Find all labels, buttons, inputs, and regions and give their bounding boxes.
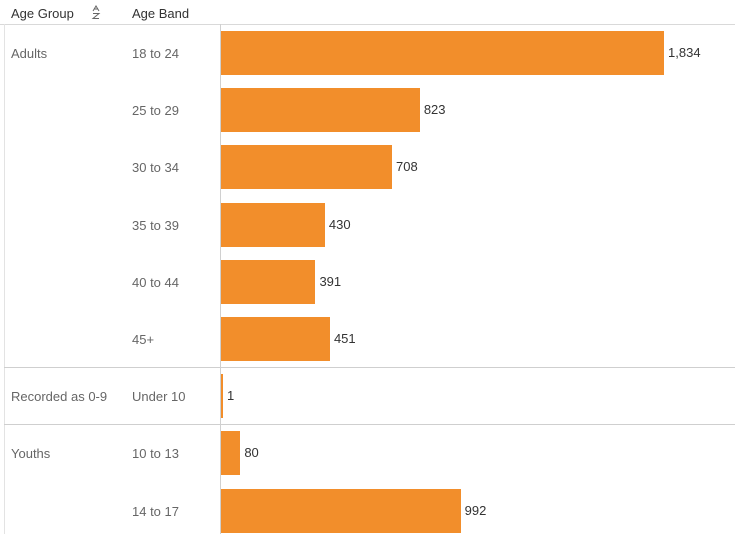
age-band-header[interactable]: Age Band [132,6,190,21]
bar[interactable] [221,317,330,361]
group-label[interactable]: Youths [11,446,51,462]
band-label[interactable]: Under 10 [132,389,186,405]
bar[interactable] [221,259,316,304]
band-label[interactable]: 18 to 24 [132,46,179,61]
bar[interactable] [221,431,241,476]
data-label: 451 [333,331,356,346]
band-label[interactable]: 14 to 17 [132,503,179,519]
bar[interactable] [221,88,420,133]
bar[interactable] [221,374,223,419]
bar[interactable] [221,488,461,533]
age-group-header[interactable]: Age Group [11,6,74,21]
left-border [4,24,5,534]
data-label: 708 [396,159,418,175]
axis-line [220,24,221,534]
data-label: 1,834 [668,45,701,60]
data-label: 80 [244,445,259,461]
data-label: 992 [464,502,487,518]
bar[interactable] [221,202,325,247]
data-label: 391 [319,273,342,289]
band-label[interactable]: 25 to 29 [132,103,179,119]
sort-alpha-icon[interactable] [91,5,101,20]
column-header-row: Age Group Age Band [0,0,735,25]
data-label: 1 [227,388,235,404]
band-label[interactable]: 35 to 39 [132,217,179,233]
band-label[interactable]: 45+ [132,332,155,347]
group-label[interactable]: Adults [11,46,48,61]
data-label: 823 [423,102,446,118]
bar[interactable] [221,31,665,75]
band-label[interactable]: 40 to 44 [132,274,179,290]
data-label: 430 [328,216,351,232]
group-separator [4,424,735,426]
group-label[interactable]: Recorded as 0-9 [11,389,108,405]
bar[interactable] [221,145,393,190]
group-separator [4,367,735,369]
band-label[interactable]: 30 to 34 [132,160,179,176]
band-label[interactable]: 10 to 13 [132,446,179,462]
